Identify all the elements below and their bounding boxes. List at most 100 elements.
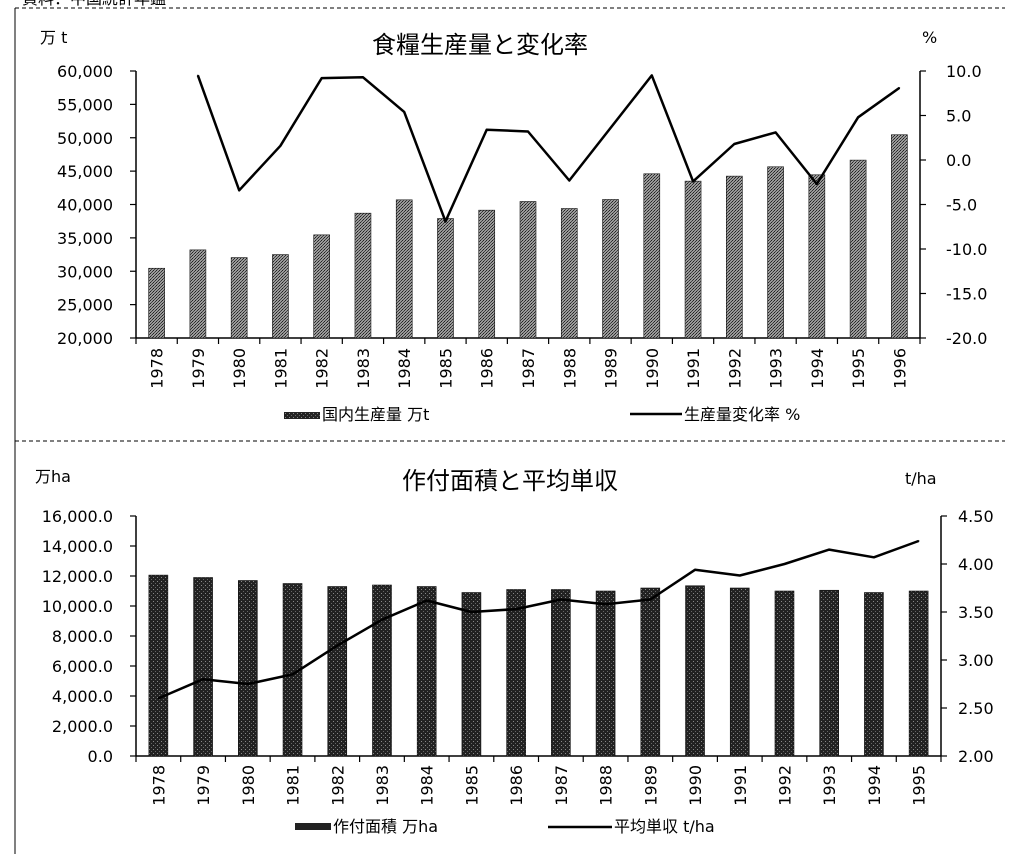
bar	[864, 593, 883, 757]
line-point	[197, 75, 199, 77]
y-tick-label-left: 30,000	[57, 262, 113, 281]
bar	[190, 250, 206, 338]
bar	[355, 213, 371, 338]
bar	[641, 588, 660, 756]
line-point	[560, 599, 562, 601]
line-point	[651, 75, 653, 77]
line-point	[816, 183, 818, 185]
bar	[396, 200, 412, 338]
bar	[726, 176, 742, 338]
bar	[686, 586, 705, 756]
line-point	[515, 608, 517, 610]
bar	[272, 255, 288, 338]
bar	[820, 590, 839, 756]
line-point	[784, 563, 786, 565]
y-axis-right-unit: t/ha	[905, 469, 937, 488]
line-point	[605, 604, 607, 606]
y-tick-label-left: 2,000.0	[52, 717, 113, 736]
bar	[685, 181, 701, 338]
line-path	[198, 75, 900, 221]
line-point	[568, 180, 570, 182]
x-tick-label: 1986	[478, 348, 497, 389]
legend-label-bar: 国内生産量 万t	[322, 405, 429, 424]
y-tick-label-left: 0.0	[88, 747, 113, 766]
line-point	[158, 698, 160, 700]
y-tick-label-right: -10.0	[946, 240, 987, 259]
y-tick-label-right: 0.0	[946, 151, 971, 170]
legend-label-line: 平均単収 t/ha	[614, 817, 715, 836]
line-point	[857, 116, 859, 118]
x-tick-label: 1982	[328, 765, 347, 806]
line-point	[445, 221, 447, 223]
line-point	[899, 87, 901, 89]
y-tick-label-left: 60,000	[57, 62, 113, 81]
y-tick-label-left: 20,000	[57, 329, 113, 348]
line-point	[471, 611, 473, 613]
bar-series	[149, 575, 928, 756]
y-tick-label-left: 50,000	[57, 129, 113, 148]
y-tick-label-left: 16,000.0	[42, 507, 113, 526]
line-point	[403, 111, 405, 113]
x-tick-label: 1990	[643, 348, 662, 389]
source-note: 資料：中国統計年鑑	[22, 0, 166, 8]
x-tick-label: 1985	[436, 348, 455, 389]
bar	[768, 167, 784, 338]
x-tick-label: 1991	[731, 765, 750, 806]
x-tick-label: 1978	[149, 765, 168, 806]
line-point	[247, 683, 249, 685]
y-tick-label-left: 14,000.0	[42, 537, 113, 556]
y-tick-label-left: 12,000.0	[42, 567, 113, 586]
bar	[809, 175, 825, 338]
x-tick-label: 1987	[519, 348, 538, 389]
legend: 作付面積 万ha 平均単収 t/ha	[295, 817, 715, 836]
y-tick-label-left: 55,000	[57, 95, 113, 114]
bar	[891, 135, 907, 338]
x-tick-label: 1994	[808, 348, 827, 389]
line-point	[610, 127, 612, 129]
y-tick-label-right: 4.00	[958, 555, 994, 574]
bar	[328, 587, 347, 757]
bar	[561, 209, 577, 338]
x-tick-label: 1983	[373, 765, 392, 806]
x-tick-label: 1991	[684, 348, 703, 389]
bar	[909, 591, 928, 756]
bar	[231, 258, 247, 338]
line-point	[426, 600, 428, 602]
line-point	[527, 131, 529, 133]
bar	[314, 235, 330, 338]
y-tick-label-right: 2.50	[958, 699, 994, 718]
x-tick-label: 1988	[597, 765, 616, 806]
x-tick-label: 1979	[194, 765, 213, 806]
bar	[644, 174, 660, 338]
legend-swatch-bar	[295, 823, 331, 830]
bar	[520, 201, 536, 338]
line-point	[486, 129, 488, 131]
y-tick-label-left: 10,000.0	[42, 597, 113, 616]
x-tick-label: 1989	[602, 348, 621, 389]
line-point	[739, 575, 741, 577]
chart-area-yield: 作付面積と平均単収 万ha t/ha 16,000.0 14,000.0 12,00…	[35, 467, 994, 836]
x-tick-label: 1980	[239, 765, 258, 806]
x-tick-label: 1980	[230, 348, 249, 389]
line-point	[381, 619, 383, 621]
chart-title: 食糧生産量と変化率	[372, 31, 588, 59]
bar	[372, 585, 391, 756]
line-point	[828, 549, 830, 551]
legend-label-bar: 作付面積 万ha	[333, 817, 438, 836]
x-tick-label: 1981	[284, 765, 303, 806]
x-tick-label: 1993	[820, 765, 839, 806]
y-tick-label-right: -20.0	[946, 329, 987, 348]
bar	[775, 591, 794, 756]
x-tick-label: 1992	[775, 765, 794, 806]
line-point	[775, 132, 777, 134]
line-point	[873, 556, 875, 558]
line-point	[292, 674, 294, 676]
y-axis-right-unit: %	[922, 28, 937, 47]
line-point	[202, 678, 204, 680]
x-tick-label: 1987	[552, 765, 571, 806]
y-tick-label-left: 40,000	[57, 196, 113, 215]
chart-production: 食糧生産量と変化率 万 t % 60,000 55,000 50,000 45,000…	[40, 28, 987, 424]
bar	[437, 219, 453, 338]
line-point	[918, 540, 920, 542]
